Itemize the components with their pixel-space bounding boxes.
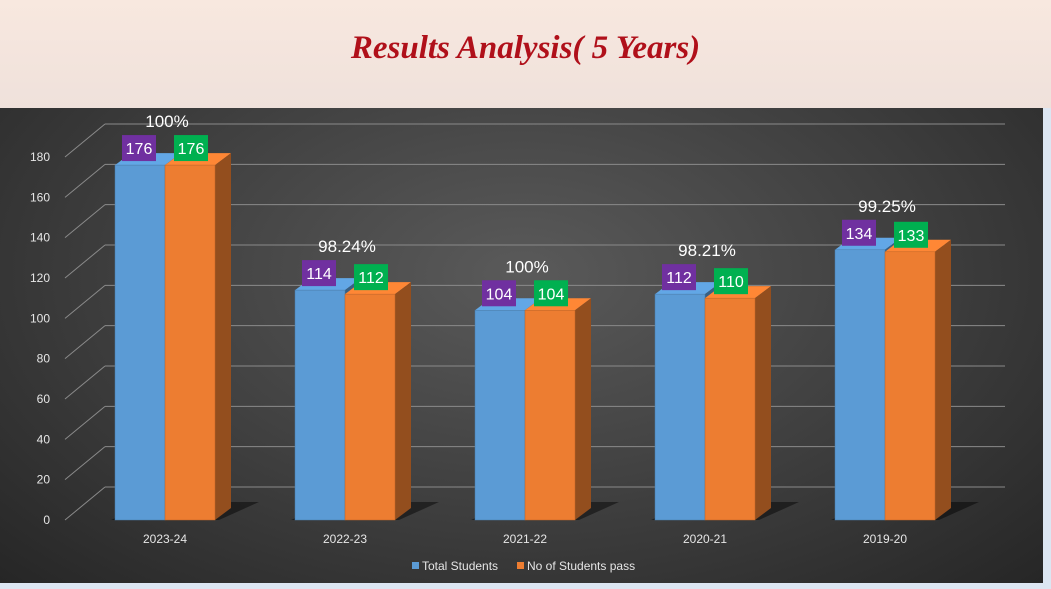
- bar: [164, 164, 216, 521]
- gridline-side: [64, 446, 106, 481]
- gridline-side: [64, 325, 106, 360]
- data-label: 176: [178, 141, 205, 158]
- gridline-side: [64, 405, 106, 440]
- data-label-box: [714, 268, 748, 295]
- bar: [834, 249, 886, 521]
- data-label: 104: [486, 286, 513, 303]
- bar: [884, 251, 936, 521]
- data-label-box: [894, 221, 928, 248]
- legend-swatch: [517, 562, 524, 569]
- gridline-side: [64, 123, 106, 158]
- y-tick-label: 20: [37, 473, 51, 487]
- y-tick-label: 120: [30, 271, 50, 285]
- page-title: Results Analysis( 5 Years): [350, 30, 701, 66]
- bar-side: [575, 298, 591, 520]
- data-label: 112: [666, 270, 692, 287]
- bar: [344, 293, 396, 521]
- bar: [114, 164, 166, 521]
- legend-label: No of Students pass: [527, 559, 635, 573]
- header-band: Results Analysis( 5 Years): [0, 0, 1051, 108]
- bar-side: [215, 153, 231, 521]
- data-label: 133: [898, 228, 925, 245]
- gridline-side: [64, 244, 106, 279]
- y-tick-label: 80: [37, 352, 51, 366]
- x-tick-label: 2021-22: [503, 532, 547, 546]
- data-label-box: [122, 135, 156, 162]
- gridline-side: [64, 365, 106, 400]
- bar: [524, 310, 576, 521]
- bar-side: [395, 282, 411, 520]
- data-label-box: [842, 219, 876, 246]
- legend-label: Total Students: [422, 559, 498, 573]
- pass-percentage-label: 100%: [145, 112, 188, 131]
- y-tick-label: 140: [30, 231, 50, 245]
- data-label: 110: [718, 274, 744, 291]
- y-tick-label: 100: [30, 311, 50, 325]
- right-edge: [1043, 108, 1051, 589]
- data-label-box: [174, 135, 208, 162]
- bar: [294, 289, 346, 521]
- x-tick-label: 2020-21: [683, 532, 727, 546]
- y-tick-label: 60: [37, 392, 51, 406]
- gridline-side: [64, 163, 106, 198]
- gridline-side: [64, 284, 106, 319]
- gridline-side: [64, 204, 106, 239]
- bar: [704, 297, 756, 521]
- bar-side: [755, 286, 771, 520]
- bar: [654, 293, 706, 521]
- data-label: 114: [306, 266, 332, 283]
- y-tick-label: 160: [30, 190, 50, 204]
- data-label: 104: [538, 286, 565, 303]
- pass-percentage-label: 98.21%: [678, 241, 736, 260]
- pass-percentage-label: 100%: [505, 257, 548, 276]
- x-tick-label: 2019-20: [863, 532, 907, 546]
- x-tick-label: 2022-23: [323, 532, 367, 546]
- data-label-box: [354, 264, 388, 291]
- y-tick-label: 180: [30, 150, 50, 164]
- data-label: 134: [846, 226, 873, 243]
- data-label-box: [662, 264, 696, 291]
- pass-percentage-label: 99.25%: [858, 197, 916, 216]
- y-tick-label: 0: [43, 513, 50, 527]
- gridline-side: [64, 486, 106, 521]
- data-label: 176: [126, 141, 153, 158]
- x-tick-label: 2023-24: [143, 532, 187, 546]
- data-label-box: [302, 260, 336, 287]
- data-label-box: [482, 280, 516, 307]
- y-tick-label: 40: [37, 432, 51, 446]
- bottom-edge: [0, 583, 1051, 589]
- pass-percentage-label: 98.24%: [318, 237, 376, 256]
- data-label: 112: [358, 270, 384, 287]
- bar-side: [935, 239, 951, 521]
- bar: [474, 310, 526, 521]
- data-label-box: [534, 280, 568, 307]
- legend-swatch: [412, 562, 419, 569]
